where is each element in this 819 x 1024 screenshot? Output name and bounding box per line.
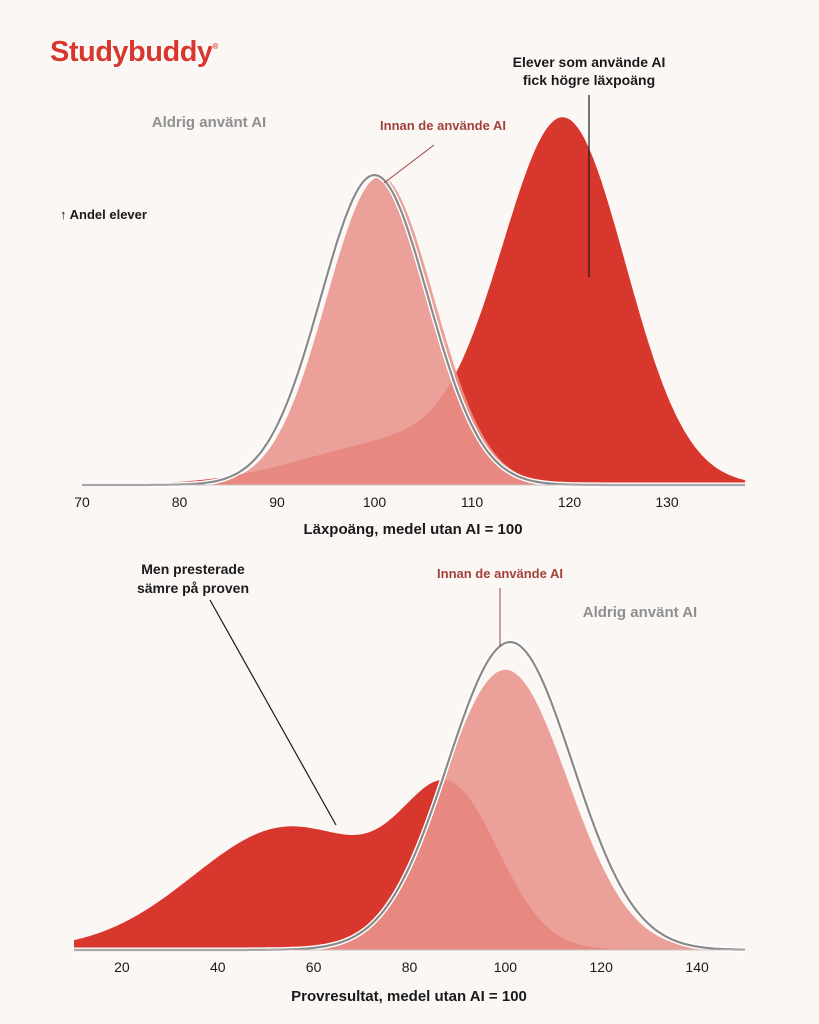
homework-score-chart: 70 80 90 100 110 120 130 Läxpoäng, medel utan … [60, 54, 745, 538]
x-axis-label: Provresultat, medel utan AI = 100 [291, 988, 527, 1005]
legend-before-ai: Innan de använde AI [380, 118, 506, 133]
studybuddy-logo: Studybuddy® [50, 36, 218, 68]
x-tick-label: 130 [655, 494, 679, 510]
x-tick-label: 110 [461, 494, 484, 510]
worse-tests-pointer [209, 599, 337, 826]
annotation-higher-homework-line2: fick högre läxpoäng [523, 72, 655, 88]
x-tick-label: 60 [306, 959, 322, 975]
annotation-worse-tests-line1: Men presterade [141, 561, 245, 577]
x-tick-label: 90 [269, 494, 285, 510]
legend-never-ai: Aldrig använt AI [152, 114, 266, 131]
x-tick-label: 80 [402, 959, 418, 975]
x-axis-label: Läxpoäng, medel utan AI = 100 [303, 521, 522, 538]
series-before-ai-area [74, 669, 745, 950]
x-tick-label: 100 [494, 959, 518, 975]
series-before-ai-area [82, 176, 745, 485]
x-tick-label: 120 [558, 494, 582, 510]
legend-never-ai: Aldrig använt AI [583, 604, 697, 621]
series-ai-used-area [82, 117, 745, 485]
x-tick-label: 20 [114, 959, 130, 975]
x-tick-label: 100 [363, 494, 387, 510]
test-score-chart: 20 40 60 80 100 120 140 Provresultat, medel ut… [74, 561, 745, 1005]
x-tick-label: 40 [210, 959, 226, 975]
annotation-worse-tests-line2: sämre på proven [137, 580, 249, 596]
x-tick-label: 140 [685, 959, 709, 975]
x-tick-label: 120 [590, 959, 614, 975]
y-axis-label: ↑ Andel elever [60, 207, 147, 222]
x-tick-label: 70 [74, 494, 90, 510]
before-ai-pointer [383, 144, 435, 184]
legend-before-ai: Innan de använde AI [437, 566, 563, 581]
x-tick-label: 80 [172, 494, 188, 510]
annotation-higher-homework-line1: Elever som använde AI [513, 54, 666, 70]
